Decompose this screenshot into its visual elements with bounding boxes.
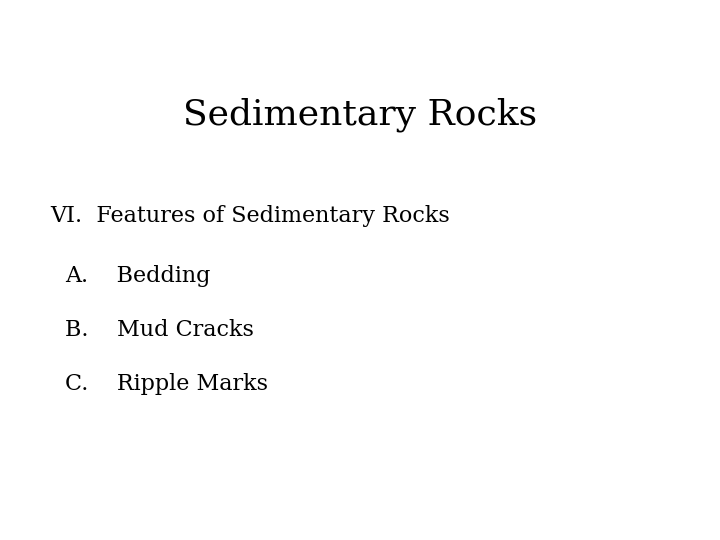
Text: C.    Ripple Marks: C. Ripple Marks xyxy=(65,373,268,395)
Text: B.    Mud Cracks: B. Mud Cracks xyxy=(65,319,253,341)
Text: A.    Bedding: A. Bedding xyxy=(65,265,210,287)
Text: VI.  Features of Sedimentary Rocks: VI. Features of Sedimentary Rocks xyxy=(50,205,450,227)
Text: Sedimentary Rocks: Sedimentary Rocks xyxy=(183,97,537,132)
